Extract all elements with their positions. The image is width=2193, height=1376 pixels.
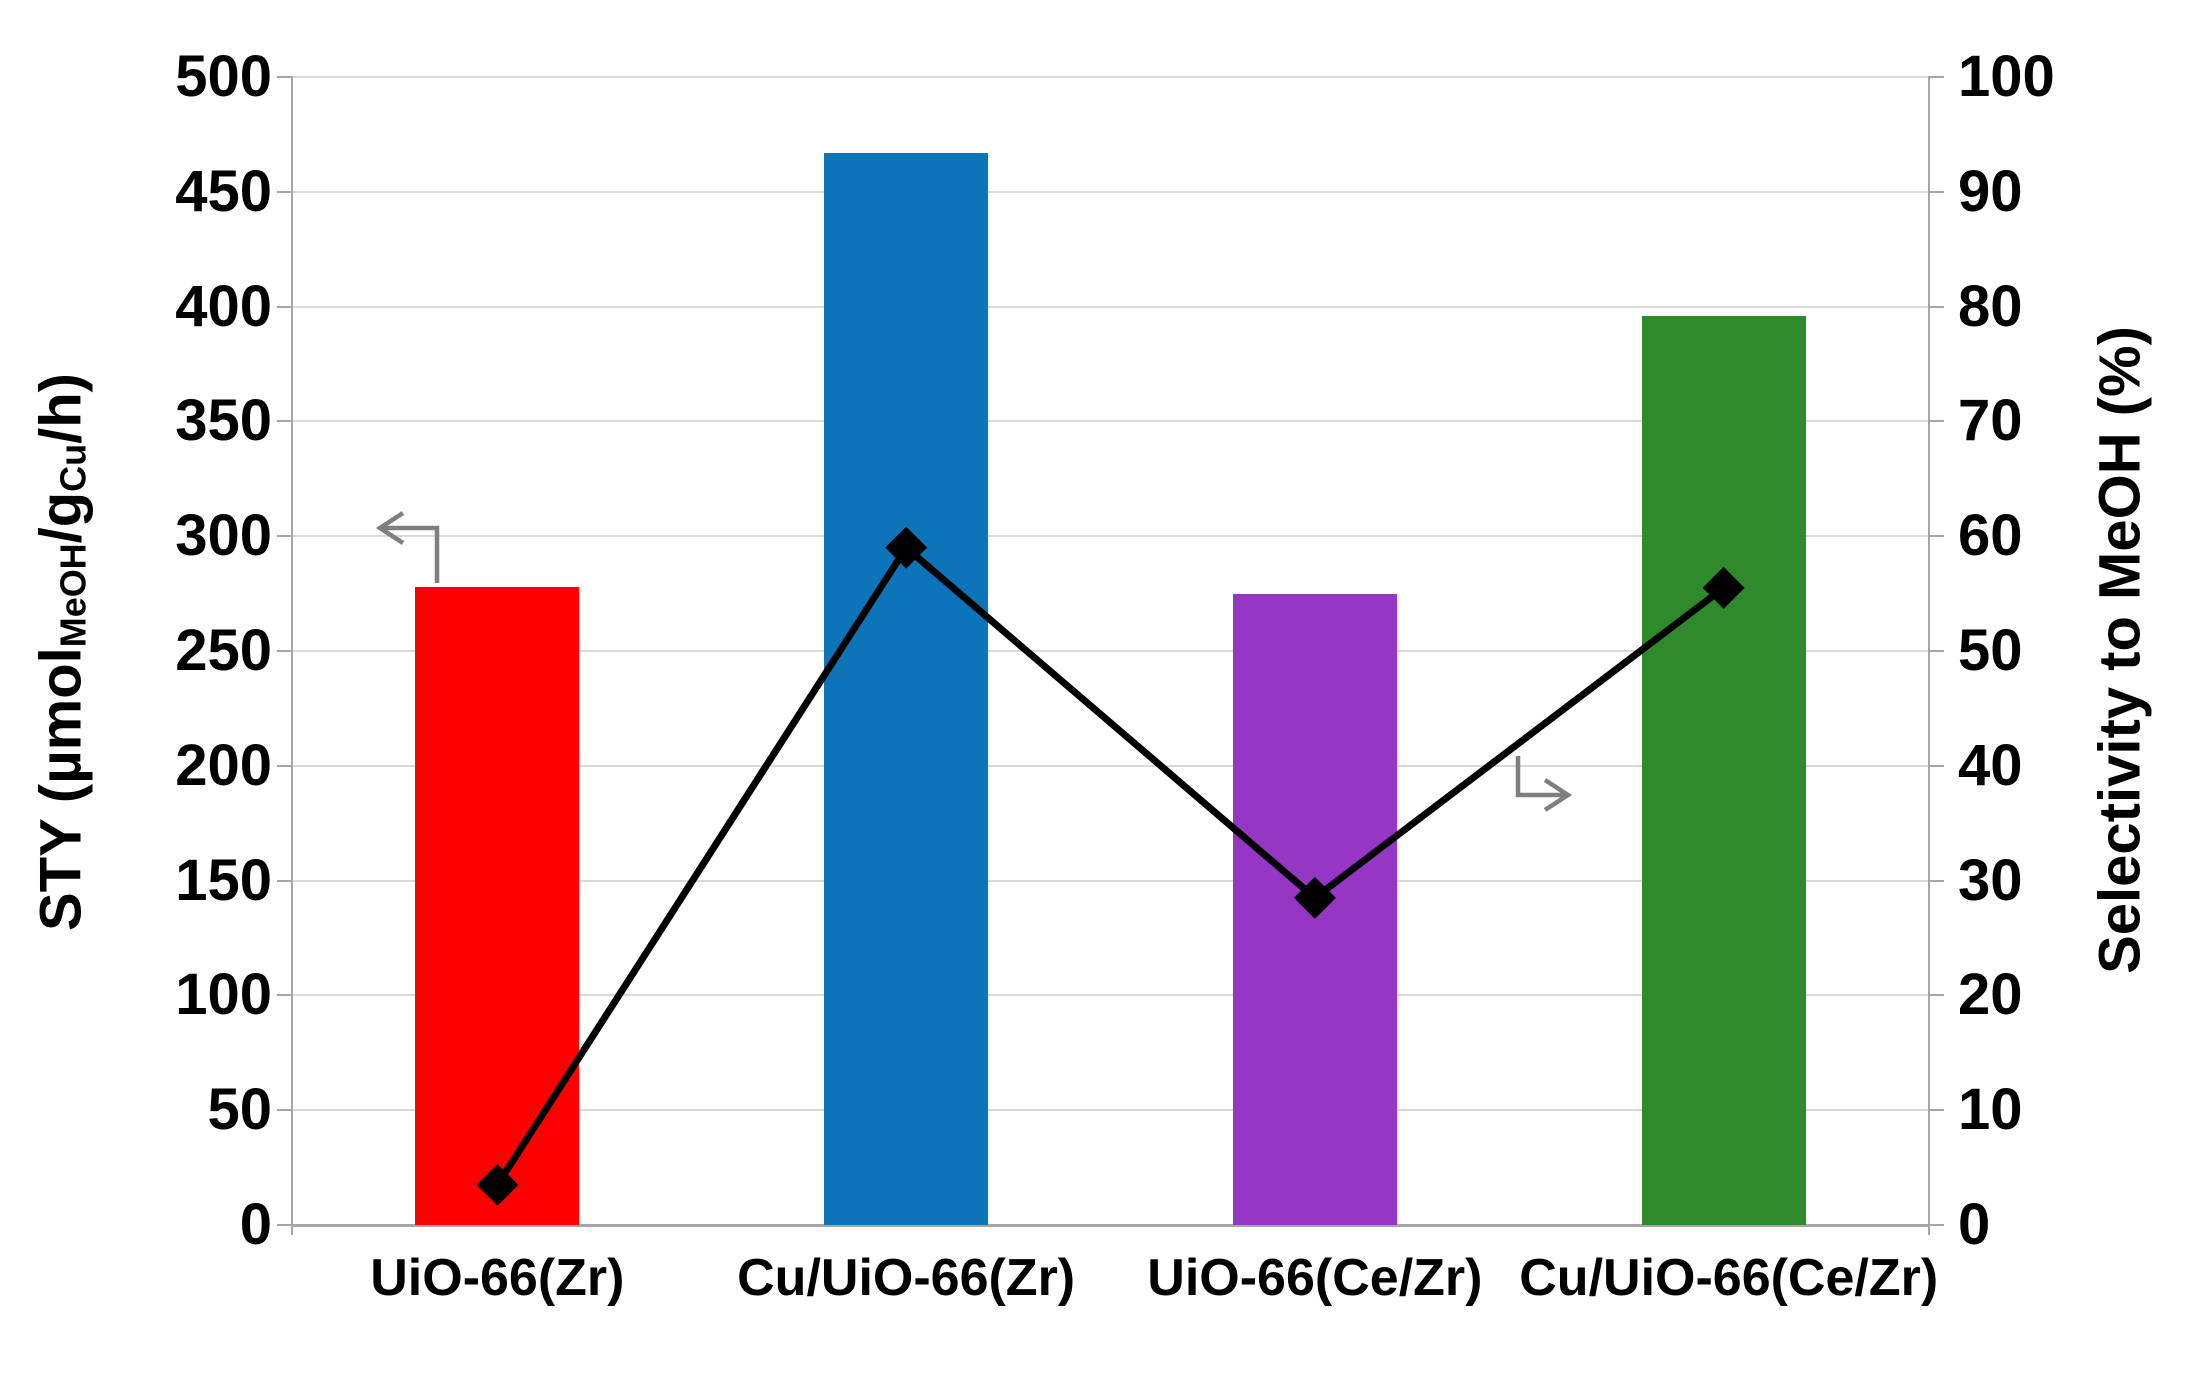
bars-read-left-axis-arrow-head [375, 511, 405, 545]
left-axis-tickmark-200 [277, 764, 293, 767]
line-reads-right-axis-arrow-head [1543, 778, 1573, 812]
gridline-500 [293, 76, 1928, 78]
left-axis-tick-450: 450 [175, 158, 272, 224]
right-axis-tick-20: 20 [1958, 962, 2023, 1028]
category-label-UiO-66(Zr): UiO-66(Zr) [370, 1249, 625, 1307]
left-axis-tick-100: 100 [175, 962, 272, 1028]
line-marker-diamond-UiO-66(Zr) [476, 1163, 519, 1206]
right-axis-tickmark-60 [1928, 535, 1944, 538]
line-marker-diamond-Cu/UiO-66(Zr) [885, 526, 928, 569]
gridline-100 [293, 994, 1928, 997]
right-axis-tick-100: 100 [1958, 44, 2055, 109]
gridline-350 [293, 420, 1928, 423]
left-axis-tick-200: 200 [175, 732, 272, 798]
bar-UiO-66(Zr) [415, 586, 580, 1225]
gridline-50 [293, 1109, 1928, 1112]
gridline-200 [293, 764, 1928, 767]
left-axis-tickmark-250 [277, 650, 293, 652]
left-axis-tick-350: 350 [175, 388, 272, 454]
right-axis-tick-90: 90 [1958, 158, 2023, 224]
right-axis-tick-60: 60 [1958, 503, 2023, 569]
right-axis-line [1928, 77, 1930, 1235]
left-axis-tickmark-350 [277, 420, 293, 423]
left-axis-tickmark-300 [277, 535, 293, 538]
right-axis-tickmark-40 [1928, 764, 1944, 767]
right-axis-tick-70: 70 [1958, 388, 2023, 454]
bar-Cu/UiO-66(Zr) [824, 152, 989, 1225]
right-axis-tick-40: 40 [1958, 732, 2023, 798]
right-axis-tickmark-20 [1928, 994, 1944, 997]
line-marker-diamond-UiO-66(Ce/Zr) [1293, 876, 1336, 919]
bars-read-left-axis-arrow [383, 525, 440, 583]
left-axis-tick-400: 400 [175, 273, 272, 339]
right-axis-tickmark-50 [1928, 650, 1944, 652]
gridline-450 [293, 190, 1928, 193]
line-marker-diamond-Cu/UiO-66(Ce/Zr) [1702, 566, 1745, 609]
gridline-0 [293, 1224, 1928, 1227]
right-axis-tick-80: 80 [1958, 273, 2023, 339]
left-axis-tickmark-150 [277, 879, 293, 882]
gridline-150 [293, 879, 1928, 882]
left-axis-tick-150: 150 [175, 847, 272, 913]
right-axis-tick-0: 0 [1958, 1192, 1991, 1257]
line-series-overlay [375, 511, 1745, 1206]
category-label-Cu/UiO-66(Ce/Zr): Cu/UiO-66(Ce/Zr) [1519, 1249, 1939, 1307]
gridline-400 [293, 305, 1928, 308]
right-axis-tickmark-30 [1928, 879, 1944, 882]
gridline-300 [293, 535, 1928, 538]
right-axis-tickmark-90 [1928, 190, 1944, 193]
left-axis-tickmark-0 [277, 1224, 293, 1226]
left-axis-tickmark-100 [277, 994, 293, 997]
right-axis-tickmark-80 [1928, 305, 1944, 308]
bar-Cu/UiO-66(Ce/Zr) [1641, 315, 1806, 1225]
right-axis-tickmark-10 [1928, 1109, 1944, 1112]
right-axis-tickmark-100 [1928, 76, 1944, 78]
category-label-Cu/UiO-66(Zr): Cu/UiO-66(Zr) [737, 1249, 1076, 1307]
left-axis-tickmark-500 [277, 76, 293, 78]
right-axis-tick-10: 10 [1958, 1077, 2023, 1143]
right-axis-tick-30: 30 [1958, 847, 2023, 913]
left-axis-tickmark-450 [277, 190, 293, 193]
right-axis-tickmark-0 [1928, 1224, 1944, 1226]
left-axis-line [291, 77, 293, 1235]
left-axis-tick-250: 250 [175, 618, 272, 683]
left-axis-tickmark-400 [277, 305, 293, 308]
category-label-UiO-66(Ce/Zr): UiO-66(Ce/Zr) [1147, 1249, 1483, 1307]
right-axis-tickmark-70 [1928, 420, 1944, 423]
left-axis-tickmark-50 [277, 1109, 293, 1112]
line-reads-right-axis-arrow [1515, 756, 1565, 798]
left-axis-tick-0: 0 [239, 1192, 272, 1257]
gridline-250 [293, 650, 1928, 652]
left-axis-tick-50: 50 [207, 1077, 272, 1143]
left-axis-tick-300: 300 [175, 503, 272, 569]
left-axis-tick-500: 500 [175, 44, 272, 109]
selectivity-line [494, 542, 1726, 1187]
right-axis-tick-50: 50 [1958, 618, 2023, 683]
